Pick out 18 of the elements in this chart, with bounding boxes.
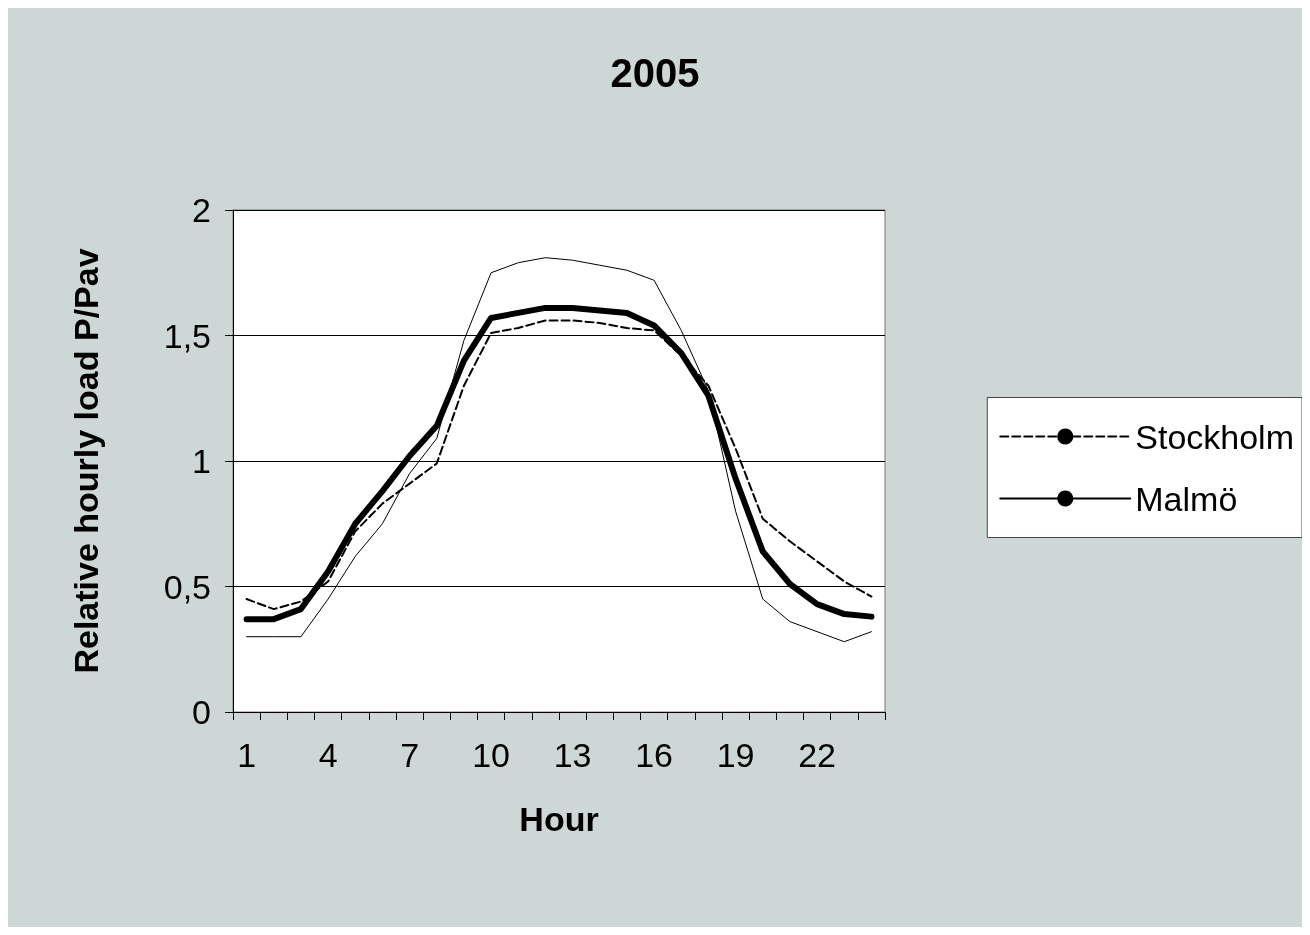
legend-label: Malmö [1135,479,1238,518]
y-axis-title: Relative hourly load P/Pav [67,248,105,674]
x-tick-label: 16 [635,736,673,774]
y-tick-label: 0,5 [163,567,211,606]
chart-title: 2005 [610,51,700,95]
x-tick-label: 1 [237,736,257,774]
x-tick-label: 7 [400,736,420,774]
x-tick-label: 10 [472,736,510,774]
legend-label: Stockholm [1135,417,1295,456]
x-tick-label: 13 [553,736,592,774]
x-tick-label: 22 [798,736,836,774]
y-tick-label: 1 [192,442,211,480]
x-tick-label: 19 [716,736,755,774]
y-tick-label: 2 [192,191,211,229]
y-tick-label: 0 [192,693,211,731]
x-tick-label: 4 [318,736,338,774]
y-tick-label: 1,5 [163,316,211,355]
x-axis-title: Hour [519,800,599,838]
